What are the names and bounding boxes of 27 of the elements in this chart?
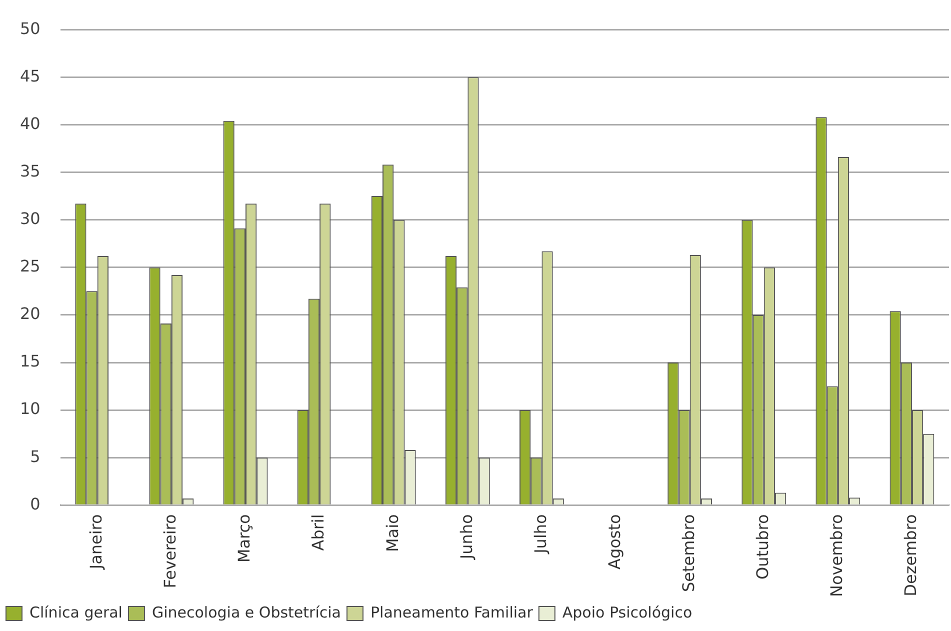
x-tick-label: Maio bbox=[382, 514, 402, 552]
x-tick-label: Novembro bbox=[827, 514, 846, 597]
x-tick-label: Abril bbox=[308, 514, 328, 551]
x-tick-label: Agosto bbox=[604, 514, 624, 570]
legend-label: Planeamento Familiar bbox=[370, 603, 534, 622]
x-tick-label: Junho bbox=[456, 514, 476, 560]
y-tick-label: 40 bbox=[20, 114, 40, 133]
legend-label: Clínica geral bbox=[30, 603, 122, 622]
x-tick-label: Setembro bbox=[678, 514, 698, 592]
y-tick-label: 50 bbox=[20, 18, 40, 38]
x-tick-label: Janeiro bbox=[86, 514, 106, 570]
x-tick-label: Março bbox=[234, 514, 254, 563]
y-tick-label: 0 bbox=[30, 494, 40, 514]
x-tick-label: Julho bbox=[530, 514, 550, 554]
y-tick-label: 15 bbox=[20, 352, 40, 371]
x-tick-label: Outubro bbox=[753, 514, 772, 580]
x-tick-label: Dezembro bbox=[901, 514, 920, 596]
legend-label: Ginecologia e Obstetrícia bbox=[152, 603, 341, 622]
y-tick-label: 35 bbox=[20, 161, 40, 180]
y-tick-label: 45 bbox=[20, 66, 40, 86]
y-tick-label: 30 bbox=[20, 208, 40, 228]
y-tick-label: 20 bbox=[20, 304, 40, 324]
y-tick-label: 25 bbox=[20, 256, 40, 276]
x-tick-label: Fevereiro bbox=[160, 514, 180, 588]
y-tick-label: 5 bbox=[30, 446, 40, 466]
legend-label: Apoio Psicológico bbox=[562, 603, 692, 622]
y-tick-label: 10 bbox=[20, 399, 40, 418]
